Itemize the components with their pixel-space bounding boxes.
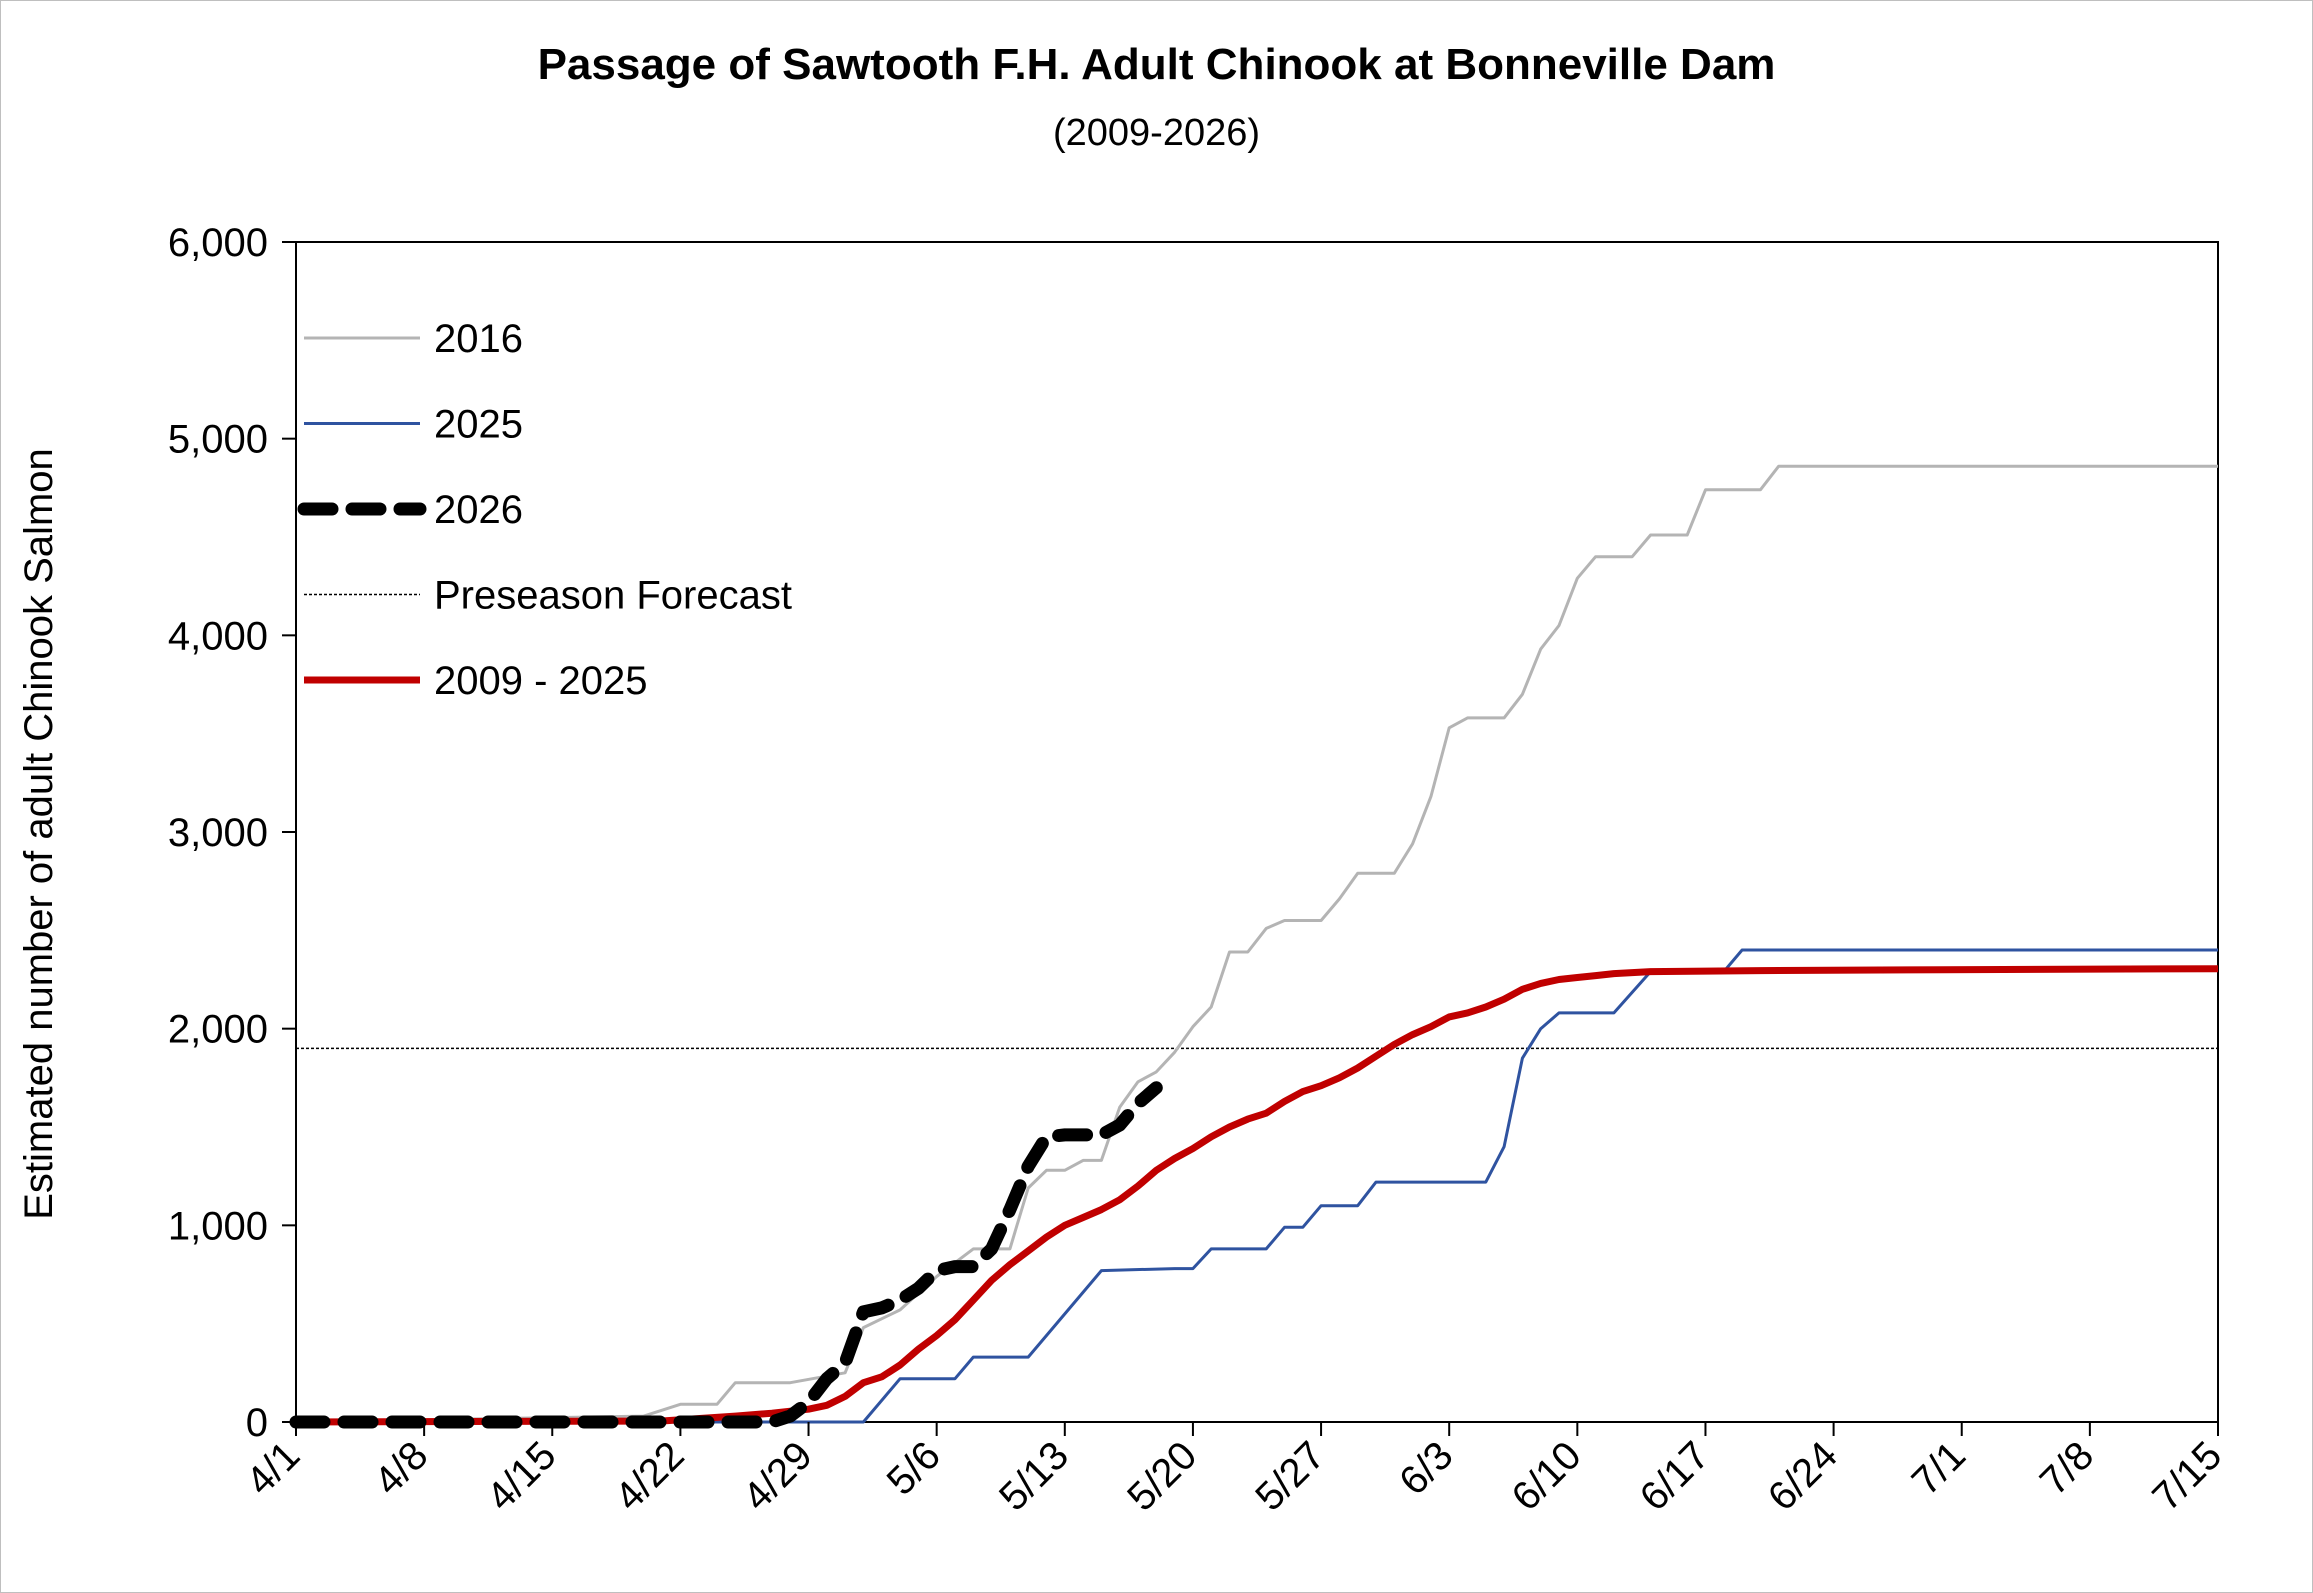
series-line-2025 (296, 948, 2218, 1424)
x-tick-label: 7/1 (1904, 1433, 1974, 1503)
x-tick-label: 4/29 (735, 1433, 821, 1519)
legend-label: 2026 (434, 488, 523, 532)
series-line-2026 (289, 1081, 1163, 1429)
x-tick-label: 5/13 (991, 1433, 1077, 1519)
x-tick-label: 6/17 (1632, 1433, 1718, 1519)
plot-border (295, 241, 2219, 1423)
legend-label: 2016 (434, 317, 523, 361)
x-tick-label: 5/20 (1119, 1433, 1205, 1519)
x-tick-label: 6/24 (1760, 1433, 1846, 1519)
x-tick-label: 4/15 (478, 1433, 564, 1519)
x-tick-label: 6/3 (1391, 1433, 1461, 1503)
y-tick-label: 6,000 (168, 221, 268, 265)
x-tick-label: 7/8 (2032, 1433, 2102, 1503)
x-tick-label: 5/27 (1247, 1433, 1333, 1519)
y-tick-label: 4,000 (168, 614, 268, 658)
x-tick-label: 4/22 (607, 1433, 693, 1519)
y-axis-label: Estimated number of adult Chinook Salmon (17, 448, 61, 1220)
series-line-2016 (295, 464, 2218, 1424)
y-tick-label: 0 (246, 1401, 268, 1445)
x-tick-label: 7/15 (2144, 1433, 2230, 1519)
y-tick-label: 5,000 (168, 418, 268, 462)
legend-label: Preseason Forecast (434, 574, 792, 618)
plot-area (295, 241, 2219, 1423)
y-tick-label: 2,000 (168, 1008, 268, 1052)
legend: 2016 2025 2026 Preseason Forecast 2009 - 202… (297, 317, 792, 703)
y-tick-label: 3,000 (168, 811, 268, 855)
x-tick-label: 4/8 (366, 1433, 436, 1503)
chart-subtitle: (2009-2026) (1052, 112, 1261, 154)
x-tick-label: 5/6 (879, 1433, 949, 1503)
series-line-2009-2025 (295, 965, 2219, 1426)
y-tick-label: 1,000 (168, 1204, 268, 1248)
series-group (289, 464, 2219, 1429)
legend-label: 2009 - 2025 (434, 659, 648, 703)
x-tick-label: 6/10 (1504, 1433, 1590, 1519)
legend-label: 2025 (434, 403, 523, 447)
chart-title: Passage of Sawtooth F.H. Adult Chinook a… (537, 40, 1776, 89)
